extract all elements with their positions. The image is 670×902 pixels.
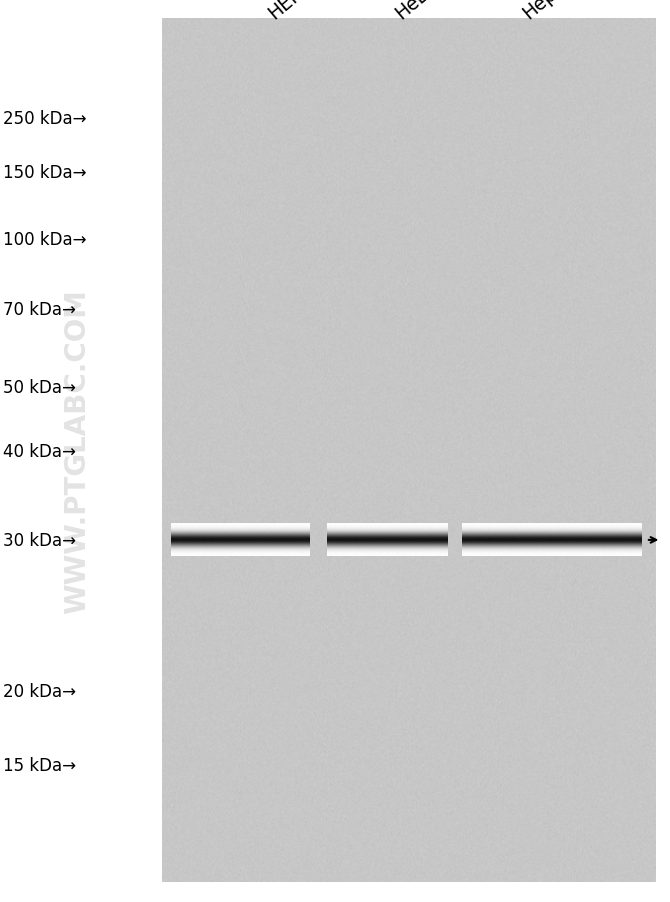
Text: 40 kDa→: 40 kDa→ bbox=[3, 443, 76, 461]
Text: 70 kDa→: 70 kDa→ bbox=[3, 300, 76, 318]
Text: WWW.PTGLABC.COM: WWW.PTGLABC.COM bbox=[63, 289, 91, 613]
Text: 50 kDa→: 50 kDa→ bbox=[3, 379, 76, 397]
Text: 15 kDa→: 15 kDa→ bbox=[3, 756, 76, 774]
Text: 250 kDa→: 250 kDa→ bbox=[3, 110, 87, 128]
Text: HepG2: HepG2 bbox=[519, 0, 580, 23]
Text: HeLa: HeLa bbox=[392, 0, 441, 23]
Text: 150 kDa→: 150 kDa→ bbox=[3, 164, 87, 182]
Text: 20 kDa→: 20 kDa→ bbox=[3, 682, 76, 700]
Text: HEK-293: HEK-293 bbox=[265, 0, 337, 23]
Text: 100 kDa→: 100 kDa→ bbox=[3, 231, 87, 249]
Text: 30 kDa→: 30 kDa→ bbox=[3, 531, 76, 549]
